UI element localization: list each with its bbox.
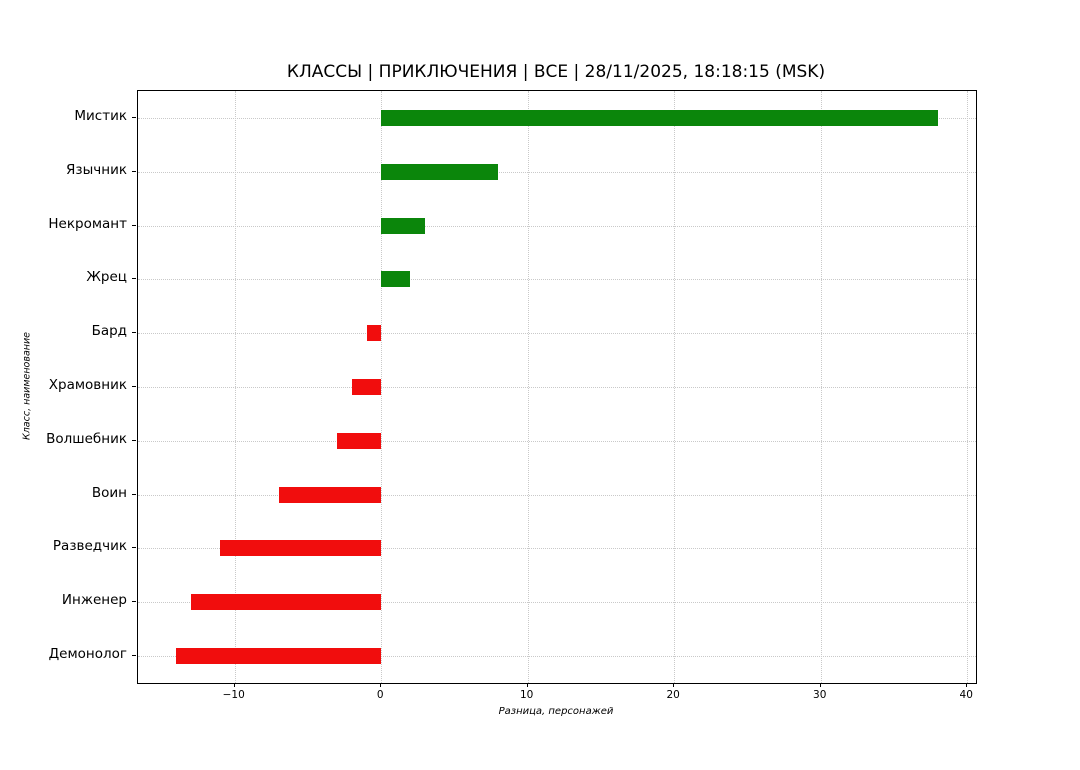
v-gridline (674, 91, 676, 683)
x-axis-label: Разница, персонажей (498, 706, 614, 717)
bar (220, 540, 382, 557)
y-tick-label: Инженер (61, 592, 127, 609)
y-tick-mark (132, 170, 136, 172)
h-gridline (138, 171, 976, 173)
y-tick-mark (132, 547, 136, 549)
x-tick-mark (819, 683, 821, 687)
bar (278, 486, 382, 503)
x-tick-mark (380, 683, 382, 687)
y-tick-mark (132, 116, 136, 118)
y-tick-label: Некромант (48, 215, 127, 232)
y-tick-label: Храмовник (48, 377, 127, 393)
x-tick-label: 10 (520, 689, 534, 701)
bar (337, 432, 382, 449)
y-tick-label: Бард (91, 323, 127, 340)
y-tick-label: Мистик (74, 107, 127, 124)
x-tick-label: −10 (222, 689, 245, 701)
h-gridline (138, 279, 976, 281)
plot-area (137, 90, 977, 684)
x-tick-mark (966, 683, 968, 687)
x-tick-mark (673, 683, 675, 687)
h-gridline (138, 387, 976, 388)
y-tick-label: Волшебник (46, 430, 127, 447)
y-tick-label: Воин (91, 484, 127, 501)
x-tick-label: 0 (376, 689, 384, 701)
v-gridline (527, 91, 529, 683)
y-tick-label: Жрец (86, 269, 127, 286)
x-tick-label: 20 (666, 689, 680, 701)
x-tick-mark (233, 683, 235, 687)
h-gridline (138, 602, 976, 604)
v-gridline (234, 91, 236, 683)
x-tick-mark (526, 683, 528, 687)
y-tick-label: Разведчик (52, 538, 127, 555)
h-gridline (138, 333, 976, 335)
x-tick-label: 30 (813, 689, 827, 701)
bar (381, 217, 426, 234)
bar (381, 271, 411, 288)
h-gridline (138, 225, 976, 227)
x-tick-label: 40 (959, 689, 973, 701)
h-gridline (138, 548, 976, 550)
v-gridline (820, 91, 822, 683)
y-tick-mark (132, 439, 136, 441)
y-tick-mark (132, 224, 136, 226)
y-tick-mark (132, 493, 136, 495)
y-tick-mark (132, 601, 136, 603)
bar (176, 648, 382, 665)
bar (366, 325, 382, 342)
y-tick-label: Демонолог (48, 646, 127, 663)
y-tick-label: Язычник (66, 161, 127, 178)
v-gridline (381, 91, 383, 683)
chart-title: КЛАССЫ | ПРИКЛЮЧЕНИЯ | ВСЕ | 28/11/2025,… (286, 62, 826, 82)
h-gridline (138, 656, 976, 658)
bar (351, 379, 382, 395)
h-gridline (138, 494, 976, 496)
v-gridline (967, 91, 969, 683)
h-gridline (138, 440, 976, 442)
bar (190, 594, 382, 611)
y-tick-mark (132, 386, 136, 387)
y-tick-mark (132, 278, 136, 280)
bar (381, 109, 938, 126)
y-tick-mark (132, 332, 136, 334)
y-tick-mark (132, 655, 136, 657)
bar (381, 163, 499, 180)
